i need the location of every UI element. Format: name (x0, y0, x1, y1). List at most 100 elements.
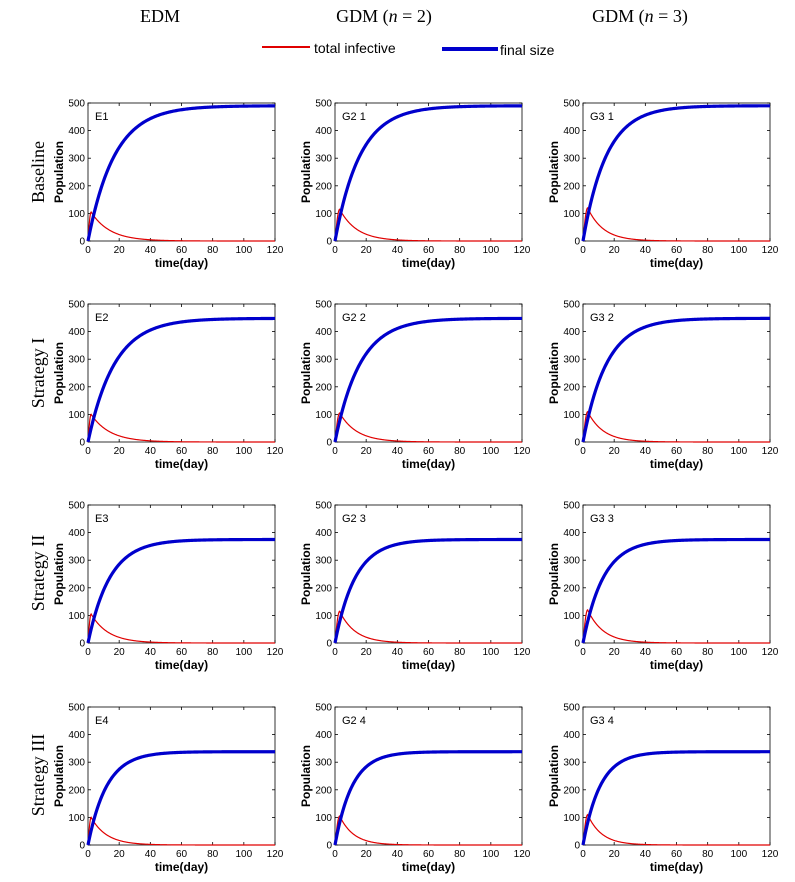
x-tick-label: 20 (361, 647, 373, 658)
panel-g2-2: 0 100 200 300 400 500 0 20 40 60 80 100 120 time(day)… (299, 300, 531, 472)
plot-frame (334, 504, 523, 644)
x-tick-label: 60 (423, 446, 435, 457)
y-tick-label: 400 (563, 126, 580, 137)
x-tick-label: 0 (332, 245, 338, 256)
x-tick-label: 100 (482, 446, 499, 457)
panel-label: G2 1 (342, 111, 366, 123)
plot-frame (87, 102, 276, 242)
x-tick-label: 0 (85, 647, 91, 658)
x-axis-label: time(day) (402, 256, 455, 270)
panel-e2: 0 100 200 300 400 500 0 20 40 60 80 100 120 time(day)… (52, 300, 284, 472)
x-tick-label: 40 (640, 849, 652, 860)
series-final-size (333, 537, 522, 644)
series-final-size (86, 750, 275, 846)
y-tick-label: 0 (574, 841, 580, 852)
x-tick-label: 120 (514, 446, 531, 457)
panel-label: G2 2 (342, 312, 366, 324)
series-total-infective (334, 412, 522, 443)
y-tick-label: 500 (563, 501, 580, 512)
y-tick-label: 200 (315, 785, 332, 796)
x-axis-label: time(day) (402, 658, 455, 672)
series-final-size (86, 104, 275, 242)
y-tick-label: 500 (315, 99, 332, 110)
panel-label: G2 4 (342, 715, 366, 727)
x-tick-label: 20 (609, 446, 621, 457)
x-tick-label: 100 (730, 446, 747, 457)
y-tick-label: 400 (315, 327, 332, 338)
y-tick-label: 200 (68, 382, 85, 393)
plot-frame (334, 303, 523, 443)
x-tick-label: 80 (207, 446, 219, 457)
y-tick-label: 0 (574, 438, 580, 449)
x-tick-label: 60 (671, 849, 683, 860)
series-final-size (581, 316, 770, 443)
x-tick-label: 120 (267, 245, 284, 256)
x-tick-label: 100 (730, 245, 747, 256)
y-tick-label: 300 (563, 556, 580, 567)
x-tick-label: 0 (580, 245, 586, 256)
y-tick-label: 200 (563, 382, 580, 393)
y-tick-label: 200 (68, 785, 85, 796)
x-tick-label: 60 (176, 647, 188, 658)
x-tick-label: 40 (392, 647, 404, 658)
y-tick-label: 500 (68, 99, 85, 110)
x-tick-label: 100 (235, 849, 252, 860)
x-tick-label: 40 (392, 446, 404, 457)
x-axis-label: time(day) (155, 658, 208, 672)
y-tick-label: 100 (563, 209, 580, 220)
panel-label: E2 (95, 312, 108, 324)
y-tick-label: 500 (563, 99, 580, 110)
x-tick-label: 60 (671, 446, 683, 457)
y-tick-label: 500 (315, 501, 332, 512)
y-tick-label: 100 (563, 611, 580, 622)
x-axis-label: time(day) (650, 256, 703, 270)
plot-frame (87, 504, 276, 644)
panel-label: G3 2 (590, 312, 614, 324)
x-tick-label: 100 (235, 446, 252, 457)
x-tick-label: 60 (423, 245, 435, 256)
x-axis-label: time(day) (650, 658, 703, 672)
x-tick-label: 20 (361, 245, 373, 256)
series-final-size (581, 537, 770, 644)
y-tick-label: 300 (315, 154, 332, 165)
y-tick-label: 300 (68, 556, 85, 567)
x-tick-label: 100 (482, 245, 499, 256)
y-tick-label: 400 (563, 528, 580, 539)
x-tick-label: 40 (145, 647, 157, 658)
x-tick-label: 80 (207, 647, 219, 658)
x-tick-label: 120 (267, 849, 284, 860)
y-tick-label: 0 (326, 237, 332, 248)
x-tick-label: 0 (85, 849, 91, 860)
series-final-size (86, 537, 275, 644)
x-tick-label: 0 (332, 647, 338, 658)
y-axis-label: Population (299, 342, 313, 404)
y-axis-label: Population (299, 543, 313, 605)
plot-frame (87, 303, 276, 443)
y-tick-label: 300 (563, 154, 580, 165)
x-tick-label: 80 (454, 245, 466, 256)
series-total-infective (87, 210, 275, 242)
panel-label: E4 (95, 715, 108, 727)
series-total-infective (582, 410, 770, 443)
y-tick-label: 0 (574, 639, 580, 650)
y-tick-label: 100 (68, 209, 85, 220)
panel-g3-3: 0 100 200 300 400 500 0 20 40 60 80 100 120 time(day)… (547, 501, 779, 673)
y-axis-label: Population (52, 141, 66, 203)
row-header-strategy-iii: Strategy III (28, 734, 48, 816)
panel-g3-1: 0 100 200 300 400 500 0 20 40 60 80 100 120 time(day)… (547, 99, 779, 271)
x-tick-label: 0 (332, 446, 338, 457)
x-tick-label: 100 (235, 245, 252, 256)
y-tick-label: 300 (315, 556, 332, 567)
y-tick-label: 200 (315, 583, 332, 594)
row-header-strategy-ii: Strategy II (28, 535, 48, 611)
y-tick-label: 200 (563, 583, 580, 594)
series-total-infective (87, 413, 275, 443)
y-axis-label: Population (299, 141, 313, 203)
y-tick-label: 500 (563, 300, 580, 311)
series-total-infective (582, 608, 770, 644)
y-tick-label: 300 (563, 355, 580, 366)
y-tick-label: 0 (326, 438, 332, 449)
x-tick-label: 120 (762, 446, 779, 457)
y-tick-label: 400 (315, 730, 332, 741)
series-final-size (86, 316, 275, 443)
